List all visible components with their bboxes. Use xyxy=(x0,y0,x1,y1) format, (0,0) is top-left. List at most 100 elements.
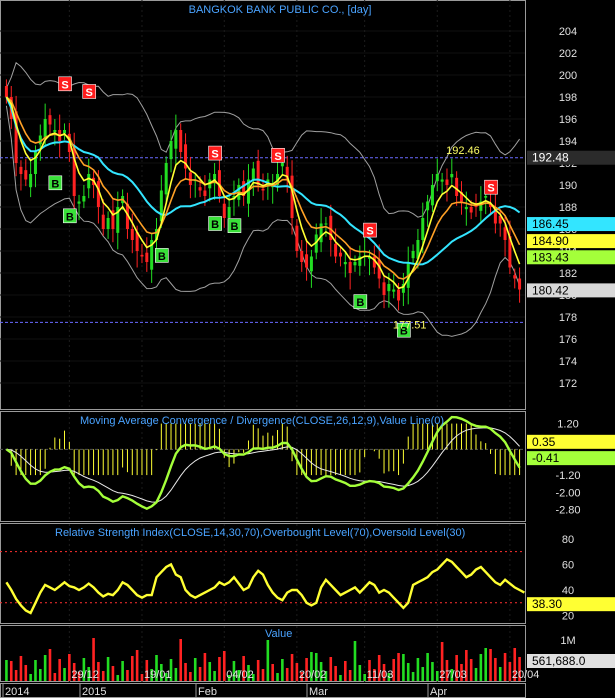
rsi-value-tag-text: 38.30 xyxy=(532,597,562,611)
sell-signal-label: S xyxy=(274,151,281,163)
price-y-tick-label: 188 xyxy=(559,202,577,214)
price-y-tick-label: 196 xyxy=(559,114,577,126)
volume-bar xyxy=(150,669,153,681)
price-y-tick-label: 172 xyxy=(559,378,577,390)
volume-panel-title: Value xyxy=(265,628,292,640)
price-panel-frame xyxy=(0,0,526,410)
candle-body xyxy=(29,174,33,188)
volume-panel-frame xyxy=(0,625,526,682)
rsi-panel-title: Relative Strength Index(CLOSE,14,30,70),… xyxy=(55,527,465,539)
volume-bar xyxy=(227,675,231,681)
price-y-tick-label: 190 xyxy=(559,180,577,192)
rsi-panel-frame xyxy=(0,523,526,624)
rsi-y-tick-label: 80 xyxy=(562,534,574,546)
candle-body xyxy=(43,119,47,140)
sell-signal-label: S xyxy=(211,149,218,161)
candle-body xyxy=(150,240,154,270)
rsi-line xyxy=(5,557,525,615)
macd-y-tick-label: 1.20 xyxy=(557,419,578,431)
candle-body xyxy=(338,252,342,257)
volume-bar xyxy=(440,642,444,681)
candle-body xyxy=(169,141,173,160)
x-tick-label: 20/02 xyxy=(299,669,327,681)
volume-bar xyxy=(460,664,463,681)
volume-bar xyxy=(58,659,61,681)
volume-bar xyxy=(126,670,129,681)
volume-bar xyxy=(343,661,347,681)
candle-body xyxy=(324,223,328,225)
volume-bar xyxy=(406,663,410,681)
volume-bar xyxy=(300,672,304,681)
macd-plot xyxy=(5,415,521,511)
volume-bar xyxy=(368,660,371,681)
macd-panel-frame xyxy=(0,411,526,522)
volume-bar xyxy=(271,664,274,681)
volume-bar xyxy=(382,664,386,681)
buy-signal-label: B xyxy=(66,211,74,223)
volume-bar xyxy=(358,665,362,681)
price-value-tag-text: 184.90 xyxy=(532,234,569,248)
volume-bar xyxy=(494,658,497,681)
volume-bar xyxy=(9,661,13,681)
volume-bar xyxy=(334,666,337,681)
x-tick-label: 19/01 xyxy=(144,669,172,681)
volume-bar xyxy=(160,664,163,681)
candle-body xyxy=(280,163,284,167)
candle-body xyxy=(484,196,488,198)
candle-body xyxy=(256,160,260,185)
volume-bar xyxy=(111,666,115,681)
candle-body xyxy=(174,130,178,149)
macd-value-tag-bg xyxy=(527,434,615,449)
candle-body xyxy=(19,166,23,174)
volume-bar xyxy=(155,655,158,681)
candle-body xyxy=(445,179,449,185)
volume-bar xyxy=(106,657,110,681)
x-tick-label: 29/12 xyxy=(71,669,99,681)
volume-bar xyxy=(455,655,458,681)
candle-body xyxy=(198,187,202,191)
volume-bar xyxy=(324,671,328,681)
candle-body xyxy=(87,174,91,189)
candle-body xyxy=(184,144,188,169)
price-y-tick-label: 200 xyxy=(559,70,577,82)
volume-bar xyxy=(503,653,507,681)
candle-body xyxy=(14,111,18,163)
candle-body xyxy=(329,215,333,240)
volume-bar xyxy=(43,655,47,681)
volume-bar xyxy=(34,660,37,681)
volume-bar xyxy=(513,648,517,681)
period-label: 2015 xyxy=(82,686,106,698)
macd-panel-title: Moving Average Convergence / Divergence(… xyxy=(80,415,444,427)
volume-bar xyxy=(465,650,468,681)
macd-line xyxy=(5,415,521,511)
rsi-y-tick-label: 60 xyxy=(562,559,574,571)
buy-signal-badge xyxy=(353,294,368,309)
volume-bar xyxy=(19,656,23,681)
rsi-value-tag-bg xyxy=(527,597,615,612)
volume-bar xyxy=(281,659,284,681)
volume-bar xyxy=(193,658,197,681)
volume-bar xyxy=(416,658,420,681)
moving-averages xyxy=(5,96,521,290)
candle-body xyxy=(319,223,323,243)
candle-body xyxy=(489,203,493,207)
macd-y-tick-label: -2.00 xyxy=(555,487,580,499)
volume-bar xyxy=(489,649,492,681)
price-value-tag-bg xyxy=(527,217,615,232)
price-value-tag-bg xyxy=(527,150,615,165)
candle-body xyxy=(411,251,415,259)
price-value-tag-text: 180.42 xyxy=(532,283,569,297)
volume-bar xyxy=(377,655,381,681)
candle-body xyxy=(101,214,105,229)
volume-bar xyxy=(348,670,352,681)
candle-body xyxy=(188,172,192,185)
volume-bar xyxy=(121,661,124,681)
volume-bar xyxy=(135,650,139,681)
candle-body xyxy=(285,166,289,180)
volume-bar xyxy=(237,670,241,681)
candle-body xyxy=(309,256,313,272)
price-panel-title: BANGKOK BANK PUBLIC CO., [day] xyxy=(189,4,372,16)
volume-bar xyxy=(445,660,449,681)
volume-bar xyxy=(189,672,192,681)
buy-signal-label: B xyxy=(230,221,238,233)
